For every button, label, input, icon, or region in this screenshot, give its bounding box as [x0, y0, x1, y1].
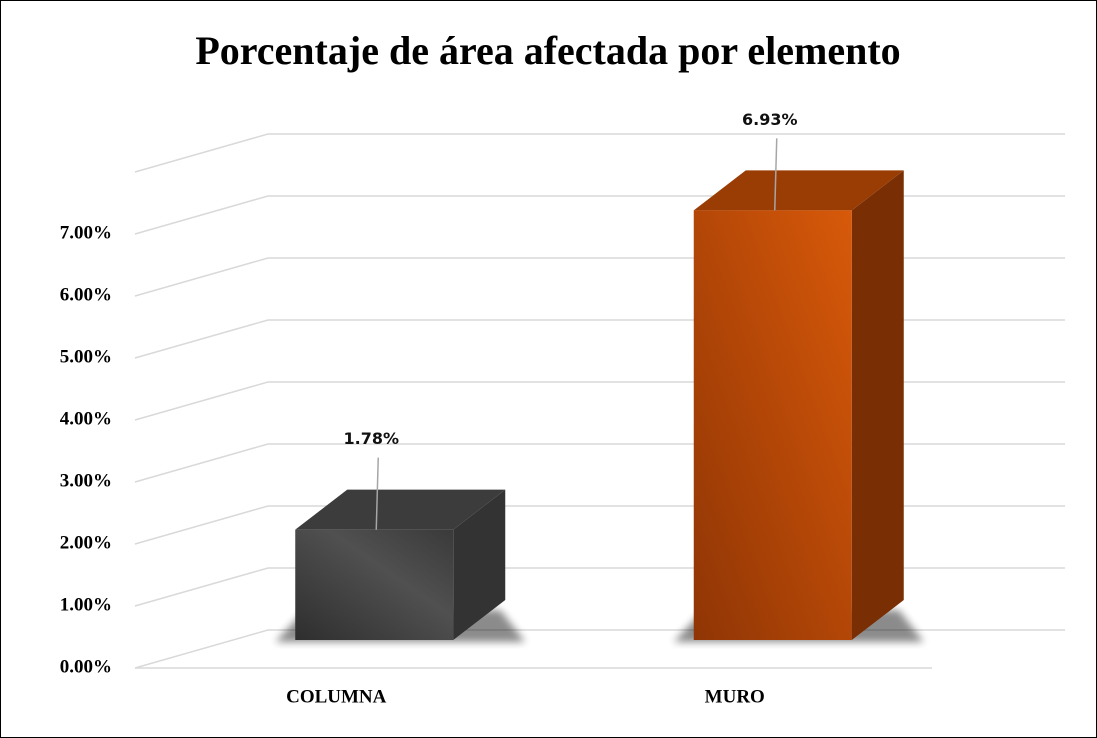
y-tick-label: 5.00%: [60, 346, 112, 367]
y-tick-label: 6.00%: [60, 284, 112, 305]
y-tick-label: 7.00%: [60, 222, 112, 243]
bar-top: [693, 170, 904, 211]
bar-side: [851, 170, 904, 640]
y-tick-label: 3.00%: [60, 470, 112, 491]
bar: [693, 210, 852, 640]
bar-top: [295, 489, 506, 530]
value-label: 6.93%: [742, 110, 798, 129]
y-tick-label: 4.00%: [60, 408, 112, 429]
plot-top: [134, 133, 1065, 173]
x-tick-label: MURO: [705, 686, 765, 707]
y-tick-label: 0.00%: [60, 656, 112, 677]
bar-side: [453, 489, 506, 640]
x-tick-label: COLUMNA: [286, 686, 387, 707]
label-leader: [774, 138, 778, 211]
bar: [295, 529, 454, 640]
value-label: 1.78%: [343, 429, 399, 448]
y-tick-label: 2.00%: [60, 532, 112, 553]
chart-title: Porcentaje de área afectada por elemento: [195, 28, 900, 73]
y-tick-label: 1.00%: [60, 594, 112, 615]
label-leader: [375, 457, 379, 530]
